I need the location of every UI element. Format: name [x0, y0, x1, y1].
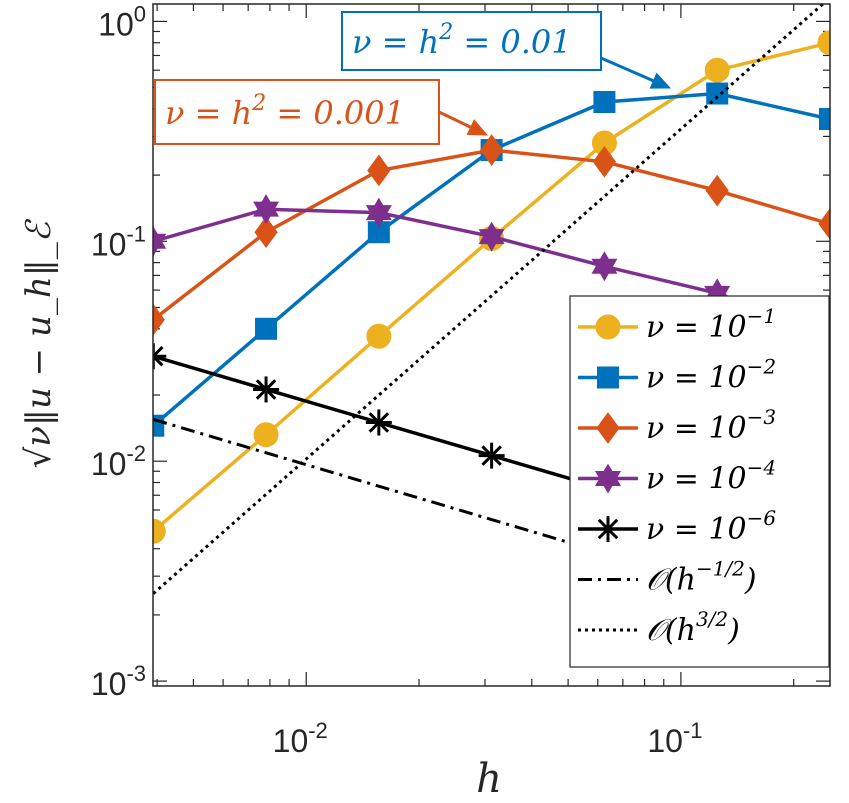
annotation-arrow: [600, 56, 655, 83]
data-point: [705, 174, 729, 207]
data-point: [817, 30, 830, 56]
x-tick-label: 10-2: [273, 718, 328, 759]
legend-entry: ν = 10−3: [578, 405, 776, 446]
major-ticks: [153, 4, 830, 686]
data-point: [592, 145, 617, 178]
data-point: [365, 409, 392, 436]
data-point: [253, 194, 280, 225]
tick-labels: 10-2 10-1 10-3 10-2 10-1 100: [91, 1, 703, 759]
legend-entry: 𝒪(h3/2): [578, 607, 740, 648]
data-point: [480, 134, 504, 166]
data-point: [365, 197, 392, 228]
y-tick-label: 100: [98, 1, 146, 42]
data-point: [818, 208, 830, 240]
data-point: [706, 82, 729, 105]
data-point: [367, 154, 391, 187]
legend-entry: ν = 10−1: [578, 304, 776, 345]
plot-frame: [152, 3, 831, 687]
data-point: [819, 107, 830, 130]
data-point: [254, 216, 278, 249]
legend-label: ν = 10−3: [646, 405, 776, 446]
data-point: [478, 221, 505, 252]
data-point: [253, 422, 279, 448]
annotation-arrowhead: [649, 72, 672, 89]
annotation-arrowhead: [466, 119, 489, 136]
data-point: [253, 376, 280, 403]
data-point: [593, 91, 616, 114]
annotation-text: ν = h2 = 0.001: [165, 91, 405, 132]
y-tick-label: 10-2: [91, 441, 146, 482]
legend-label: ν = 10−6: [646, 506, 776, 547]
annotations: ν = h2 = 0.01 ν = h2 = 0.001: [154, 11, 672, 145]
y-tick-label: 10-1: [91, 221, 146, 262]
legend-label: ν = 10−4: [646, 456, 776, 497]
data-point: [591, 251, 618, 282]
series-line: [153, 4, 826, 595]
series-6: [153, 4, 826, 595]
data-point: [255, 317, 278, 340]
data-point: [478, 442, 505, 469]
annotation-0: ν = h2 = 0.01: [341, 11, 672, 89]
legend-entry: ν = 10−2: [578, 355, 776, 396]
y-axis-label: √ν‖u − u_h‖_ℰ: [19, 218, 59, 468]
legend: ν = 10−1 ν = 10−2 ν = 10−3 ν = 10−4 ν = 10−6…: [569, 295, 830, 668]
x-tick-label: 10-1: [647, 718, 702, 759]
series-2: [153, 134, 830, 336]
legend-label: 𝒪(h3/2): [646, 607, 740, 648]
legend-label: ν = 10−1: [646, 304, 776, 345]
legend-entry: ν = 10−6: [578, 506, 776, 547]
legend-entry: ν = 10−4: [578, 456, 776, 497]
legend-label: 𝒪(h−1/2): [646, 557, 757, 598]
annotation-arrow: [438, 110, 472, 129]
y-tick-label: 10-3: [91, 661, 146, 702]
x-axis-label: h: [476, 756, 502, 802]
data-point: [366, 323, 392, 349]
annotation-1: ν = h2 = 0.001: [154, 79, 489, 145]
legend-entry: 𝒪(h−1/2): [578, 557, 757, 598]
data-point: [704, 57, 730, 83]
legend-label: ν = 10−2: [646, 355, 776, 396]
annotation-text: ν = h2 = 0.01: [352, 20, 572, 61]
